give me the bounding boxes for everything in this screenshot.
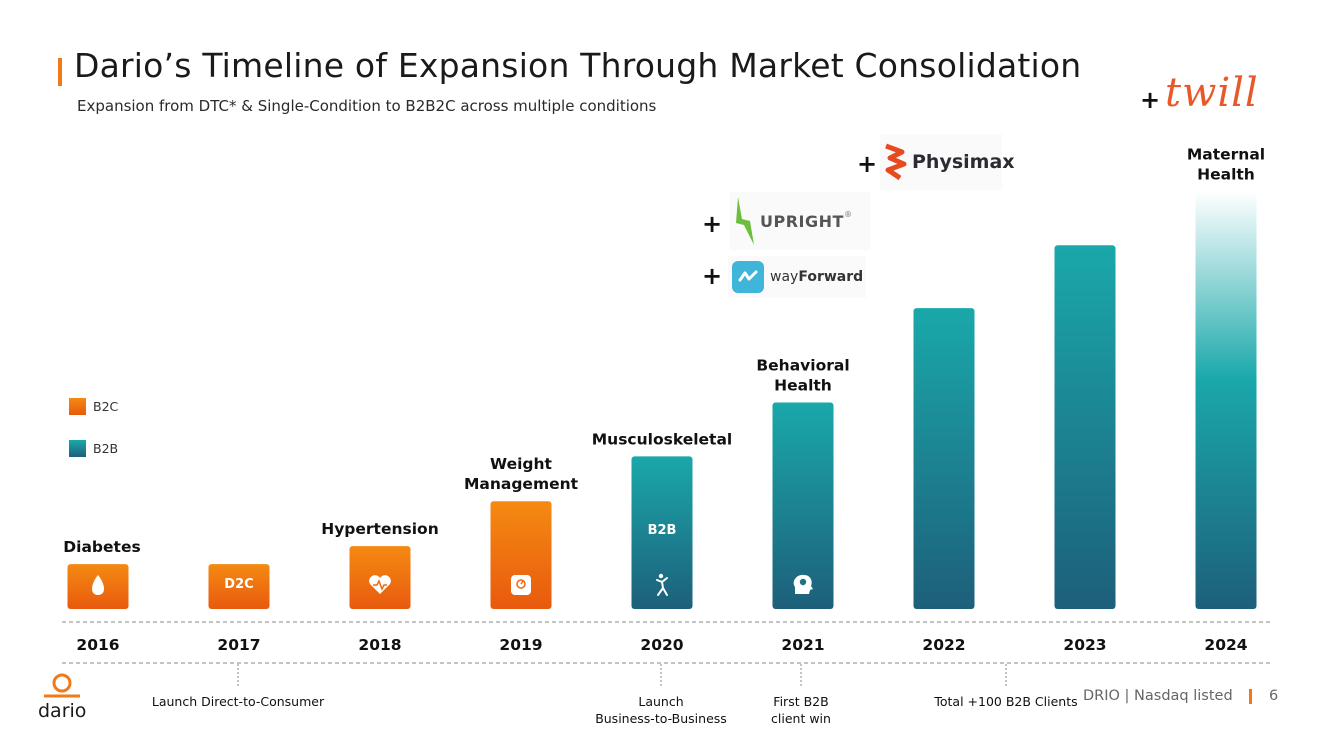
upright-logo: UPRIGHT ®: [730, 192, 870, 250]
bar-2021: [772, 402, 834, 609]
year-label-2021: 2021: [781, 636, 824, 654]
milestone-2022: Total +100 B2B Clients: [933, 694, 1077, 709]
legend-label-b2c: B2C: [93, 399, 119, 414]
year-label-2019: 2019: [499, 636, 542, 654]
bar-2024: [1195, 191, 1257, 609]
legend-item-b2b: B2B: [69, 440, 118, 457]
page-title: Dario’s Timeline of Expansion Through Ma…: [74, 46, 1082, 85]
bar-label-2019: Weight Management: [464, 455, 579, 493]
heart-pulse-icon: [369, 575, 391, 594]
wayforward-bold: Forward: [798, 269, 864, 285]
bar-label-2018: Hypertension: [321, 520, 439, 538]
runner-icon: [656, 573, 668, 596]
footer-text: DRIO | Nasdaq listed: [1083, 688, 1233, 704]
wayforward-icon: [732, 261, 764, 293]
legend-swatch-b2b: [69, 440, 86, 457]
wayforward-logo: wayForward: [728, 256, 866, 298]
bar-2022: [913, 308, 975, 609]
drop-icon: [92, 575, 104, 595]
page-subtitle: Expansion from DTC* & Single-Condition t…: [77, 97, 657, 115]
legend-swatch-b2c: [69, 398, 86, 415]
milestone-2020: Launch Business-to-Business: [595, 694, 727, 726]
year-label-2023: 2023: [1063, 636, 1106, 654]
legend-item-b2c: B2C: [69, 398, 118, 415]
twill-logo: twill: [1165, 70, 1259, 116]
scale-icon: [511, 575, 531, 595]
plus-wayforward: +: [702, 262, 723, 290]
year-label-2024: 2024: [1204, 636, 1247, 654]
bar-label-2024: Maternal Health: [1187, 145, 1265, 183]
bar-tag-2020: B2B: [648, 523, 677, 538]
dario-logo-icon: [44, 673, 80, 698]
year-label-2016: 2016: [76, 636, 119, 654]
upright-bolt-icon: [730, 193, 760, 249]
footer-accent-bar: [1249, 689, 1252, 704]
bar-2019: [490, 501, 552, 609]
physimax-logo: Physimax: [880, 134, 1015, 190]
dario-wordmark: dario: [38, 700, 87, 722]
upright-mark: ®: [843, 210, 852, 219]
plus-physimax: +: [857, 150, 878, 178]
year-label-2022: 2022: [922, 636, 965, 654]
year-label-2017: 2017: [217, 636, 260, 654]
upright-text: UPRIGHT: [760, 211, 844, 231]
milestone-2017: Launch Direct-to-Consumer: [152, 694, 325, 709]
bar-label-2021: Behavioral Health: [756, 356, 849, 394]
bar-2020: [631, 456, 693, 609]
title-accent-bar: [58, 58, 62, 86]
bar-label-2016: Diabetes: [63, 538, 140, 556]
wayforward-prefix: way: [770, 269, 799, 285]
milestone-2021: First B2B client win: [771, 694, 831, 726]
bar-2018: [349, 546, 411, 609]
legend-label-b2b: B2B: [93, 441, 119, 456]
plus-upright: +: [702, 210, 723, 238]
bar-label-2020: Musculoskeletal: [592, 430, 733, 448]
bar-tag-2017: D2C: [224, 577, 253, 592]
year-label-2020: 2020: [640, 636, 683, 654]
bar-2023: [1054, 245, 1116, 609]
plus-twill: +: [1140, 86, 1161, 114]
physimax-text: Physimax: [912, 151, 1015, 173]
brain-head-icon: [793, 574, 813, 594]
year-label-2018: 2018: [358, 636, 401, 654]
page-number: 6: [1269, 688, 1279, 704]
physimax-icon: [880, 140, 910, 184]
bar-2017: [208, 564, 270, 609]
